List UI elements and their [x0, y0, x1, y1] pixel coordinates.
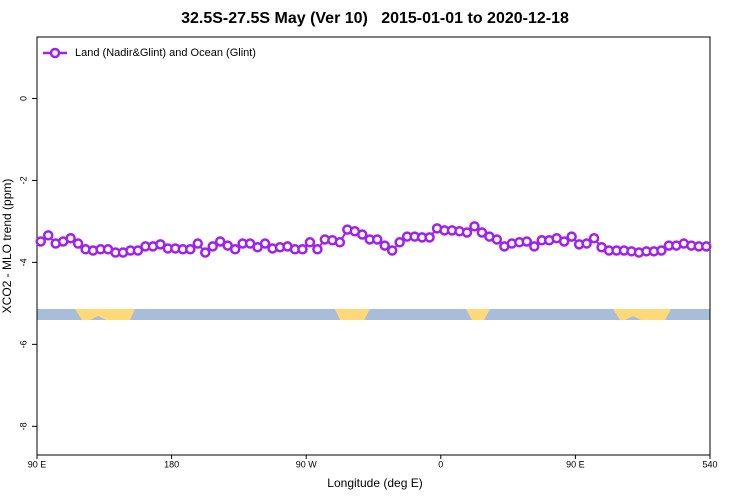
land-mask [37, 309, 710, 320]
data-point [297, 244, 308, 255]
x-axis-label: Longitude (deg E) [327, 476, 422, 490]
data-point [200, 247, 211, 258]
x-tick-label: 90 E [28, 459, 47, 469]
ocean-patch [90, 316, 106, 320]
data-point [386, 245, 398, 256]
data-point [312, 244, 323, 255]
ocean-patch [625, 316, 641, 320]
data-point [424, 232, 435, 243]
x-tick-label: 540 [702, 459, 717, 469]
data-point [371, 234, 383, 245]
data-point [192, 238, 204, 249]
y-tick-label: -6 [18, 340, 28, 348]
data-point [461, 227, 473, 238]
ocean-band [37, 309, 710, 320]
chart-title: 32.5S-27.5S May (Ver 10) 2015-01-01 to 2… [181, 10, 569, 27]
data-point [357, 229, 368, 240]
data-point [42, 230, 54, 241]
data-point [379, 240, 390, 251]
y-tick-label: -8 [18, 422, 28, 430]
x-tick-label: 90 W [296, 459, 318, 469]
data-point [229, 244, 241, 255]
data-point [72, 238, 84, 249]
land-patch [466, 309, 490, 320]
data-point [656, 245, 667, 256]
y-tick-label: 0 [18, 96, 28, 101]
legend-marker [49, 47, 61, 59]
x-tick-label: 0 [438, 459, 443, 469]
data-point [132, 245, 144, 256]
data-point [521, 236, 533, 247]
data-point [476, 227, 488, 238]
data-point [334, 237, 346, 248]
data-point [469, 221, 480, 232]
y-tick-label: -4 [18, 258, 28, 266]
data-point [207, 241, 218, 252]
data-point [259, 238, 271, 249]
data-point [394, 237, 405, 248]
data-point [214, 236, 226, 247]
land-patch [335, 309, 370, 320]
data-point [701, 241, 712, 252]
data-point [566, 231, 577, 242]
data-point [155, 239, 166, 250]
land-patch [613, 309, 671, 320]
data-point [65, 232, 76, 244]
legend-label: Land (Nadir&Glint) and Ocean (Glint) [75, 47, 256, 59]
y-axis-label: XCO2 - MLO trend (ppm) [0, 179, 14, 314]
data-point [35, 236, 46, 247]
data-point [304, 237, 316, 248]
x-tick-label: 180 [164, 459, 179, 469]
data-point [581, 238, 592, 249]
data-point [558, 236, 570, 247]
data-point [529, 241, 540, 252]
x-tick-label: 90 E [566, 459, 585, 469]
data-point [185, 244, 196, 255]
data-point [491, 234, 503, 245]
y-tick-label: -2 [18, 176, 28, 184]
land-patch [75, 309, 135, 320]
data-point [588, 232, 600, 244]
